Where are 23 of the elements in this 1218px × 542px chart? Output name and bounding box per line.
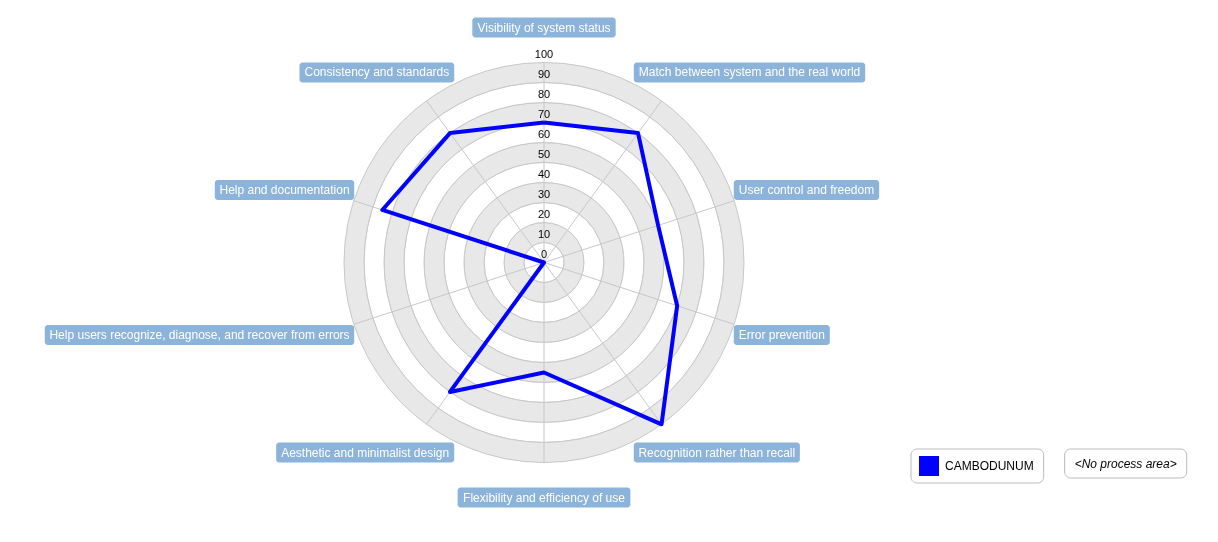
y-tick-label: 0 xyxy=(540,247,548,260)
spoke-label: Consistency and standards xyxy=(304,65,450,80)
y-tick-label: 90 xyxy=(537,67,551,80)
y-tick-label: 70 xyxy=(537,107,551,120)
y-tick-label: 20 xyxy=(537,207,551,220)
spoke-label: User control and freedom xyxy=(738,182,875,197)
spoke-label: Match between system and the real world xyxy=(638,65,861,80)
spoke-label: Help and documentation xyxy=(219,182,350,197)
y-tick-label: 40 xyxy=(537,167,551,180)
y-tick-label: 10 xyxy=(537,227,551,240)
legend-label: CAMBODUNUM xyxy=(945,459,1034,473)
y-tick-label: 100 xyxy=(534,47,554,60)
spoke-label: Visibility of system status xyxy=(477,20,611,35)
spoke-label: Help users recognize, diagnose, and recover from errors xyxy=(49,328,350,343)
y-tick-label: 50 xyxy=(537,147,551,160)
spoke-label: Aesthetic and minimalist design xyxy=(281,445,450,460)
spoke-label: Flexibility and efficiency of use xyxy=(463,490,626,505)
y-tick-label: 80 xyxy=(537,87,551,100)
y-tick-label: 60 xyxy=(537,127,551,140)
spoke-label: Error prevention xyxy=(738,328,825,343)
text: <No process area> xyxy=(1074,456,1177,471)
spoke-label: Recognition rather than recall xyxy=(638,445,796,460)
y-tick-label: 30 xyxy=(537,187,551,200)
